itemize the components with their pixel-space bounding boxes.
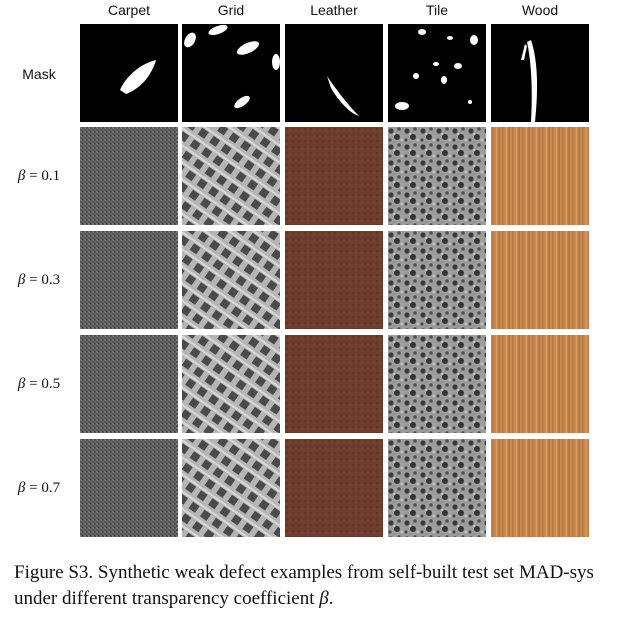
sample-grid-beta-3 — [182, 231, 280, 329]
sample-leather-beta-7 — [285, 439, 383, 537]
beta-symbol: β — [17, 480, 26, 496]
beta-symbol: β — [17, 272, 26, 288]
column-header-tile: Tile — [425, 2, 449, 18]
sample-grid-beta-7 — [182, 439, 280, 537]
column-header-leather: Leather — [310, 2, 358, 18]
sample-carpet-beta-7 — [80, 439, 178, 537]
sample-wood-beta-3 — [491, 231, 589, 329]
sample-wood-beta-5 — [491, 335, 589, 433]
sample-grid-beta-1 — [182, 127, 280, 225]
figure-caption: Figure S3. Synthetic weak defect example… — [14, 560, 620, 612]
sample-carpet-beta-5 — [80, 335, 178, 433]
row-label-beta-7: β = 0.7 — [8, 480, 70, 497]
sample-leather-beta-1 — [285, 127, 383, 225]
beta-symbol: β — [17, 168, 26, 184]
mask-leather — [285, 24, 383, 122]
sample-leather-beta-5 — [285, 335, 383, 433]
sample-wood-beta-1 — [491, 127, 589, 225]
beta-value: = 0.7 — [25, 480, 61, 496]
beta-value: = 0.3 — [25, 272, 61, 288]
beta-value: = 0.5 — [25, 376, 61, 392]
sample-grid-beta-5 — [182, 335, 280, 433]
caption-end: . — [328, 588, 334, 609]
sample-tile-beta-1 — [388, 127, 486, 225]
row-label-beta-1: β = 0.1 — [8, 168, 70, 185]
row-label-beta-3: β = 0.3 — [8, 272, 70, 289]
row-label-beta-5: β = 0.5 — [8, 376, 70, 393]
column-header-wood: Wood — [521, 2, 559, 18]
sample-carpet-beta-3 — [80, 231, 178, 329]
mask-grid — [182, 24, 280, 122]
mask-tile — [388, 24, 486, 122]
column-header-grid: Grid — [217, 2, 245, 18]
beta-symbol: β — [17, 376, 26, 392]
caption-beta-symbol: β — [319, 588, 329, 609]
sample-tile-beta-7 — [388, 439, 486, 537]
mask-wood — [491, 24, 589, 122]
row-label-mask: Mask — [22, 66, 56, 82]
sample-tile-beta-5 — [388, 335, 486, 433]
sample-wood-beta-7 — [491, 439, 589, 537]
column-header-carpet: Carpet — [107, 2, 151, 18]
sample-carpet-beta-1 — [80, 127, 178, 225]
sample-leather-beta-3 — [285, 231, 383, 329]
sample-tile-beta-3 — [388, 231, 486, 329]
caption-text: Figure S3. Synthetic weak defect example… — [14, 562, 594, 609]
beta-value: = 0.1 — [25, 168, 61, 184]
mask-carpet — [80, 24, 178, 122]
